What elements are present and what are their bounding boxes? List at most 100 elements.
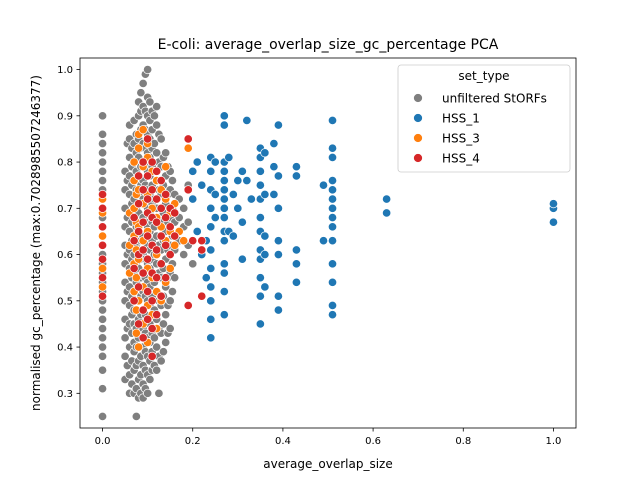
points-layer bbox=[97, 65, 559, 421]
data-point bbox=[206, 333, 216, 343]
data-point bbox=[147, 324, 157, 334]
y-tick-label: 0.9 bbox=[57, 111, 73, 122]
data-point bbox=[138, 305, 148, 315]
data-point bbox=[129, 213, 139, 223]
data-point bbox=[382, 194, 392, 204]
data-point bbox=[97, 282, 108, 292]
data-point bbox=[97, 240, 108, 250]
data-point bbox=[255, 180, 265, 190]
data-point bbox=[233, 203, 243, 213]
data-point bbox=[152, 148, 162, 158]
data-point bbox=[197, 245, 207, 255]
data-point bbox=[152, 365, 162, 375]
data-point bbox=[237, 166, 247, 176]
chart-title: E-coli: average_overlap_size_gc_percenta… bbox=[158, 37, 499, 53]
data-point bbox=[158, 319, 168, 329]
data-point bbox=[260, 189, 270, 199]
x-axis-label: average_overlap_size bbox=[263, 457, 392, 471]
data-point bbox=[165, 222, 175, 232]
y-tick-label: 0.7 bbox=[57, 204, 73, 215]
data-point bbox=[210, 189, 220, 199]
data-point bbox=[233, 176, 243, 186]
data-point bbox=[97, 129, 108, 139]
data-point bbox=[97, 263, 108, 273]
data-point bbox=[134, 319, 144, 329]
data-point bbox=[170, 231, 180, 241]
data-point bbox=[161, 240, 171, 250]
data-point bbox=[97, 222, 108, 232]
data-point bbox=[197, 291, 207, 301]
data-point bbox=[97, 189, 108, 199]
data-point bbox=[219, 236, 229, 246]
data-point bbox=[291, 245, 301, 255]
data-point bbox=[138, 125, 148, 135]
data-point bbox=[161, 310, 171, 320]
data-point bbox=[152, 217, 162, 227]
data-point bbox=[120, 333, 130, 343]
data-point bbox=[219, 166, 229, 176]
data-point bbox=[260, 282, 270, 292]
legend-label: HSS_3 bbox=[442, 131, 480, 145]
data-point bbox=[97, 291, 108, 301]
legend-box bbox=[397, 64, 571, 173]
data-point bbox=[179, 203, 189, 213]
data-point bbox=[273, 305, 283, 315]
data-point bbox=[170, 273, 180, 283]
data-point bbox=[206, 222, 216, 232]
data-point bbox=[219, 185, 229, 195]
y-tick-label: 0.4 bbox=[57, 343, 73, 354]
data-point bbox=[143, 65, 153, 75]
data-point bbox=[147, 296, 157, 306]
data-point bbox=[219, 268, 229, 278]
data-point bbox=[210, 157, 220, 167]
data-point bbox=[327, 213, 338, 223]
data-point bbox=[206, 245, 216, 255]
data-point bbox=[237, 217, 247, 227]
data-point bbox=[134, 143, 144, 153]
data-point bbox=[138, 333, 148, 343]
data-point bbox=[129, 296, 139, 306]
data-point bbox=[152, 120, 162, 130]
data-point bbox=[291, 259, 301, 269]
data-point bbox=[165, 263, 175, 273]
data-point bbox=[136, 88, 146, 98]
data-point bbox=[138, 217, 148, 227]
data-point bbox=[327, 259, 338, 269]
data-point bbox=[224, 152, 234, 162]
data-point bbox=[327, 185, 338, 195]
data-point bbox=[255, 291, 265, 301]
data-point bbox=[156, 203, 166, 213]
data-point bbox=[192, 157, 202, 167]
data-point bbox=[143, 388, 153, 398]
data-point bbox=[273, 203, 283, 213]
data-point bbox=[170, 208, 180, 218]
data-point bbox=[167, 176, 177, 186]
data-point bbox=[145, 374, 155, 384]
data-point bbox=[152, 245, 162, 255]
data-point bbox=[152, 102, 162, 112]
data-point bbox=[188, 259, 198, 269]
data-point bbox=[145, 97, 155, 107]
data-point bbox=[273, 171, 283, 181]
data-point bbox=[158, 347, 168, 357]
data-point bbox=[382, 208, 392, 218]
data-point bbox=[165, 250, 175, 260]
data-point bbox=[147, 351, 157, 361]
data-point bbox=[327, 115, 338, 125]
data-point bbox=[210, 213, 220, 223]
data-point bbox=[219, 203, 229, 213]
data-point bbox=[97, 231, 108, 241]
data-point bbox=[327, 236, 338, 246]
data-point bbox=[138, 185, 148, 195]
data-point bbox=[149, 333, 159, 343]
data-point bbox=[219, 259, 229, 269]
legend-marker bbox=[413, 113, 423, 123]
data-point bbox=[273, 236, 283, 246]
data-point bbox=[242, 115, 252, 125]
data-point bbox=[156, 291, 166, 301]
data-point bbox=[97, 314, 108, 324]
data-point bbox=[97, 254, 108, 264]
data-point bbox=[327, 300, 338, 310]
plot-frame bbox=[79, 57, 577, 429]
